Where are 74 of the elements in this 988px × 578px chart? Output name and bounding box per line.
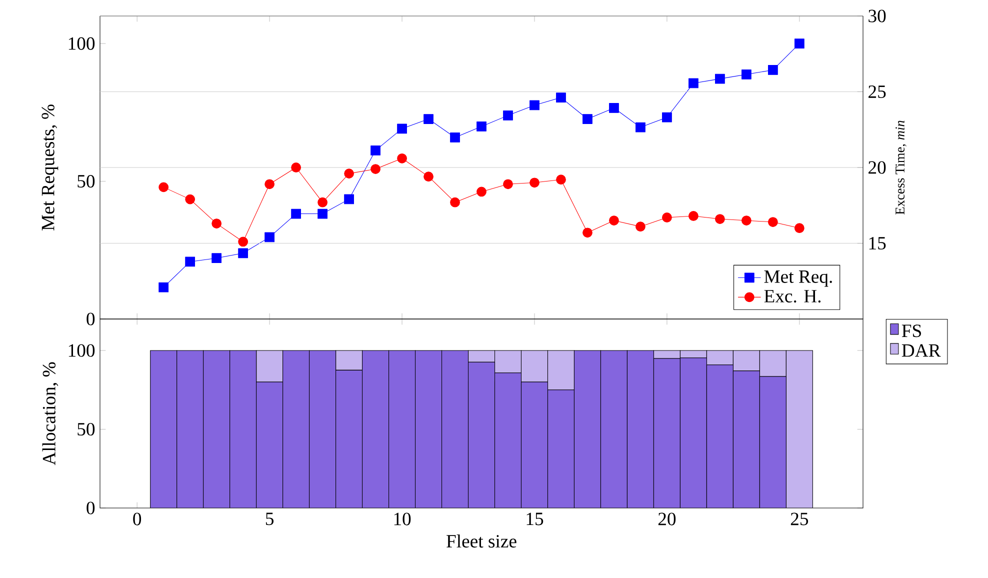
point [742, 69, 752, 80]
x-axis-title: Fleet size [446, 534, 516, 548]
point [238, 248, 248, 258]
point [503, 179, 513, 190]
point [344, 194, 354, 204]
y-tick-label: 0 [86, 312, 95, 326]
point [688, 211, 698, 221]
x-tick-label: 25 [790, 512, 808, 526]
point [238, 236, 248, 247]
point [318, 208, 328, 219]
point [264, 232, 274, 242]
legend-label: FS [902, 324, 921, 338]
y2-tick-label: 20 [868, 161, 886, 174]
point [530, 178, 540, 188]
x-tick-label: 5 [266, 512, 274, 526]
point [450, 132, 460, 142]
point [503, 110, 513, 120]
point [476, 122, 486, 132]
point [556, 92, 566, 102]
x-tick-label: 10 [394, 512, 411, 526]
y-axis-title: Allocation, % [42, 362, 58, 466]
point [715, 74, 725, 84]
x-tick-label: 0 [133, 512, 142, 526]
y-axis-title: Met Requests, % [42, 104, 58, 230]
point [768, 65, 778, 75]
point [662, 112, 672, 122]
point [476, 186, 486, 197]
point [424, 114, 434, 124]
point [636, 122, 646, 132]
point [397, 153, 407, 164]
point [291, 162, 301, 172]
legend-label: Exc. H. [764, 290, 821, 303]
point [397, 124, 407, 134]
point [582, 228, 592, 238]
point [318, 197, 328, 208]
x-tick-label: 20 [658, 512, 676, 526]
y2-tick-label: 30 [868, 10, 886, 22]
y-tick-label: 100 [68, 37, 95, 50]
legend-label: Met Req. [764, 270, 832, 287]
point [450, 197, 460, 208]
point [158, 182, 169, 192]
point [609, 103, 619, 113]
y-tick-label: 100 [68, 344, 95, 357]
point [158, 282, 169, 292]
point [556, 174, 566, 185]
point [424, 172, 434, 182]
point [715, 214, 725, 224]
point [582, 114, 592, 124]
point [264, 179, 274, 190]
point [212, 253, 222, 264]
point [794, 38, 804, 48]
y-tick-label: 0 [86, 502, 95, 514]
point [636, 222, 646, 232]
point [185, 194, 196, 204]
point [768, 217, 778, 227]
point [662, 212, 672, 222]
x-tick-label: 15 [526, 512, 544, 526]
point [370, 164, 380, 174]
point [530, 100, 540, 110]
y2-axis-title: Excess Time, min [896, 120, 906, 214]
y-tick-label: 50 [78, 422, 95, 436]
point [291, 208, 301, 219]
point [344, 168, 354, 178]
y-tick-label: 50 [78, 174, 95, 188]
point [688, 78, 698, 88]
point [185, 256, 196, 267]
legend-label: DAR [902, 344, 941, 357]
point [794, 223, 804, 234]
point [370, 145, 380, 156]
point [609, 216, 619, 226]
y2-tick-label: 15 [869, 236, 886, 250]
y2-tick-label: 25 [868, 85, 886, 98]
point [212, 218, 222, 228]
point [742, 216, 752, 226]
